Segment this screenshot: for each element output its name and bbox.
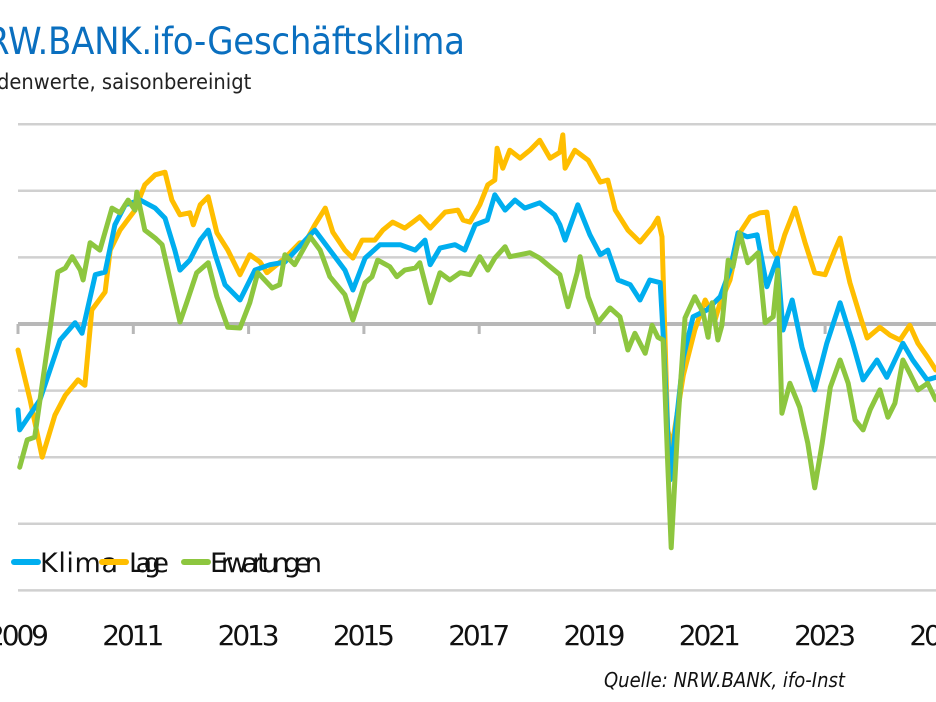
series-lines <box>15 132 936 551</box>
x-axis-labels: 2009 2011 2013 2015 2017 2019 2021 2023 2025 <box>0 619 936 652</box>
x-tick-label: 2013 <box>218 619 280 652</box>
x-tick-label: 2023 <box>794 619 856 652</box>
x-tick-label: 2015 <box>333 619 395 652</box>
x-tick-label: 2021 <box>679 619 741 652</box>
x-tick-label: 2011 <box>102 619 164 652</box>
chart-title: RW.BANK.ifo-Geschäftsklima <box>0 20 465 63</box>
source-note: Quelle: NRW.BANK, ifo-Inst <box>604 668 845 692</box>
series-line-erwartungen <box>17 189 936 551</box>
legend: Klima Lage Erwartungen <box>11 548 322 579</box>
series-line-lage <box>15 132 936 460</box>
x-tick-label: 2019 <box>564 619 626 652</box>
x-axis-ticks <box>16 324 827 334</box>
legend-label-erwartungen: Erwartungen <box>210 548 322 579</box>
x-tick-label: 2017 <box>448 619 510 652</box>
chart-subtitle: denwerte, saisonbereinigt <box>0 70 252 94</box>
gridlines <box>18 122 936 592</box>
x-tick-label: 2025 <box>909 619 936 652</box>
x-tick-label: 2009 <box>0 619 49 652</box>
legend-label-lage: Lage <box>129 548 169 579</box>
